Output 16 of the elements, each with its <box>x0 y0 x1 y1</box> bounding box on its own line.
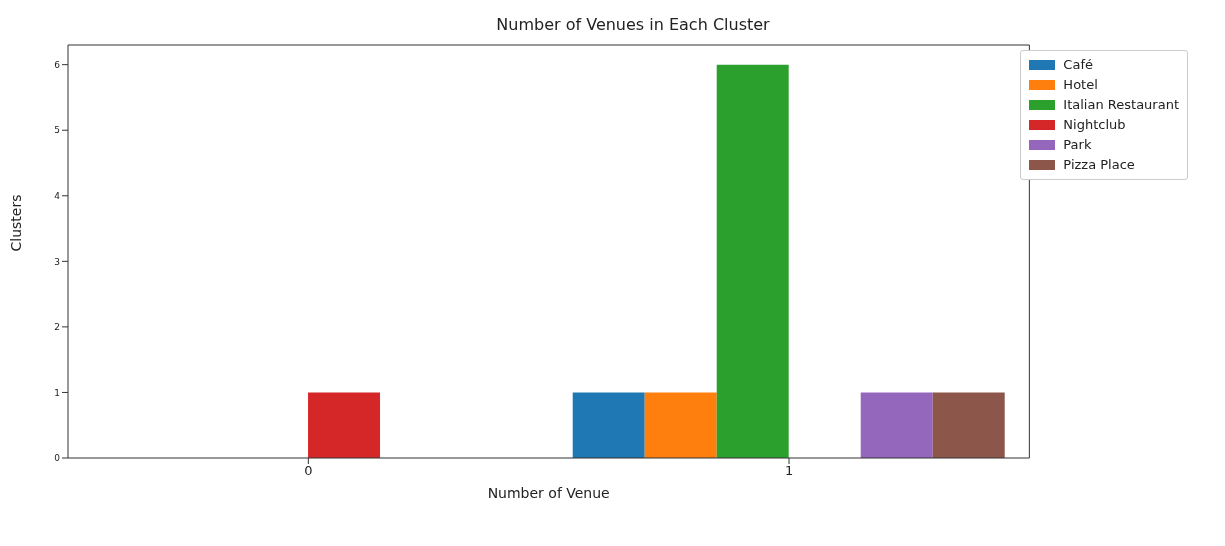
legend-label: Nightclub <box>1063 116 1126 134</box>
y-tick-label: 1 <box>54 387 60 398</box>
y-tick-label: 2 <box>54 322 60 333</box>
y-tick-label: 3 <box>54 256 60 267</box>
legend-label: Hotel <box>1063 76 1098 94</box>
legend-label: Café <box>1063 56 1093 74</box>
legend-label: Pizza Place <box>1063 156 1135 174</box>
y-tick-label: 5 <box>54 125 60 136</box>
x-axis-title: Number of Venue <box>487 485 610 501</box>
y-tick-label: 0 <box>54 453 61 464</box>
y-tick-label: 4 <box>54 190 61 201</box>
y-tick-label: 6 <box>54 59 61 70</box>
legend-label: Italian Restaurant <box>1063 96 1179 114</box>
y-axis-title: Clusters <box>7 194 24 252</box>
chart-title: Number of Venues in Each Cluster <box>496 15 771 34</box>
legend-label: Park <box>1063 136 1092 154</box>
